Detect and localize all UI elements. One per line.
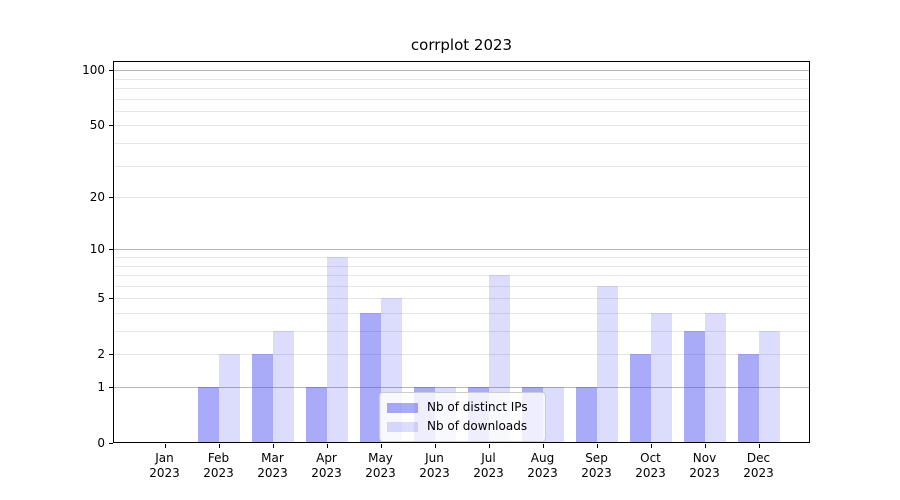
- x-tick-label-feb: Feb 2023: [203, 451, 234, 480]
- gridline-minor-20: [114, 197, 809, 198]
- x-tick-jun: [434, 444, 436, 448]
- gridline-minor-7: [114, 275, 809, 276]
- x-tick-label-may: May 2023: [365, 451, 396, 480]
- gridline-minor-90: [114, 78, 809, 80]
- y-tick-0: [109, 443, 113, 444]
- gridline-minor-4: [114, 312, 809, 314]
- gridline-minor-70: [114, 98, 809, 100]
- chart-title: corrplot 2023: [410, 36, 513, 54]
- gridline-minor-60: [114, 110, 809, 112]
- x-tick-label-apr: Apr 2023: [311, 451, 342, 480]
- y-tick-20: [109, 197, 113, 198]
- y-tick-10: [109, 249, 113, 251]
- y-tick-50: [109, 125, 113, 127]
- x-tick-label-oct: Oct 2023: [635, 451, 666, 480]
- bar-downloads-oct: [650, 312, 672, 443]
- bar-downloads-dec: [758, 331, 780, 443]
- bar-downloads-aug: [542, 387, 564, 443]
- gridline-minor-50: [114, 125, 809, 127]
- legend-label-distinct-ips: Nb of distinct IPs: [427, 400, 528, 414]
- bar-ips-oct: [629, 354, 651, 443]
- bar-downloads-nov: [704, 312, 726, 443]
- bar-ips-nov: [683, 331, 705, 443]
- x-tick-feb: [218, 444, 220, 448]
- x-tick-label-nov: Nov 2023: [689, 451, 720, 480]
- bar-downloads-sep: [596, 285, 618, 443]
- x-tick-sep: [596, 444, 598, 448]
- x-tick-label-dec: Dec 2023: [743, 451, 774, 480]
- legend-label-downloads: Nb of downloads: [427, 419, 528, 433]
- gridline-minor-40: [114, 142, 809, 144]
- y-tick-label-50: 50: [89, 118, 105, 133]
- x-tick-label-aug: Aug 2023: [527, 451, 558, 480]
- y-tick-label-20: 20: [89, 190, 105, 204]
- y-tick-label-10: 10: [89, 242, 105, 257]
- x-tick-mar: [272, 444, 274, 448]
- gridline-major-100: [114, 70, 809, 72]
- x-tick-label-jun: Jun 2023: [419, 451, 450, 480]
- x-tick-oct: [650, 444, 652, 448]
- y-tick-label-2: 2: [97, 347, 105, 362]
- legend-swatch-distinct-ips: [387, 402, 418, 413]
- bar-ips-may: [359, 312, 381, 443]
- legend-swatch-downloads: [387, 421, 418, 432]
- gridline-minor-30: [114, 165, 809, 167]
- x-tick-jan: [164, 444, 166, 448]
- gridline-minor-9: [114, 256, 809, 258]
- x-tick-label-sep: Sep 2023: [581, 451, 612, 480]
- y-tick-100: [109, 70, 113, 72]
- gridline-minor-3: [114, 331, 809, 332]
- x-tick-apr: [326, 444, 328, 448]
- x-tick-aug: [542, 444, 544, 448]
- bar-downloads-feb: [218, 354, 240, 443]
- y-tick-label-5: 5: [97, 291, 105, 306]
- gridline-minor-2: [114, 354, 809, 356]
- x-tick-label-jan: Jan 2023: [149, 451, 180, 480]
- gridline-major-10: [114, 249, 809, 251]
- gridline-minor-8: [114, 265, 809, 267]
- x-tick-label-mar: Mar 2023: [257, 451, 288, 480]
- legend-item-distinct-ips: Nb of distinct IPs: [387, 398, 537, 417]
- bar-downloads-mar: [272, 331, 294, 443]
- bar-ips-feb: [197, 387, 219, 443]
- x-tick-dec: [758, 444, 760, 448]
- y-tick-label-1: 1: [97, 380, 105, 394]
- legend: Nb of distinct IPs Nb of downloads: [379, 392, 546, 442]
- gridline-minor-80: [114, 87, 809, 89]
- x-tick-may: [380, 444, 382, 448]
- y-tick-label-100: 100: [82, 63, 105, 78]
- y-tick-1: [109, 387, 113, 388]
- y-tick-5: [109, 298, 113, 300]
- bar-ips-mar: [251, 354, 273, 443]
- legend-item-downloads: Nb of downloads: [387, 417, 537, 436]
- bar-ips-sep: [575, 387, 597, 443]
- bar-ips-apr: [305, 387, 327, 443]
- gridline-minor-6: [114, 285, 809, 287]
- gridline-minor-5: [114, 298, 809, 300]
- x-tick-label-jul: Jul 2023: [473, 451, 504, 480]
- gridline-major-1: [114, 387, 809, 388]
- y-tick-label-0: 0: [97, 436, 105, 450]
- bar-ips-dec: [737, 354, 759, 443]
- bar-downloads-apr: [326, 256, 348, 443]
- x-tick-jul: [488, 444, 490, 448]
- x-tick-nov: [704, 444, 706, 448]
- y-tick-2: [109, 354, 113, 356]
